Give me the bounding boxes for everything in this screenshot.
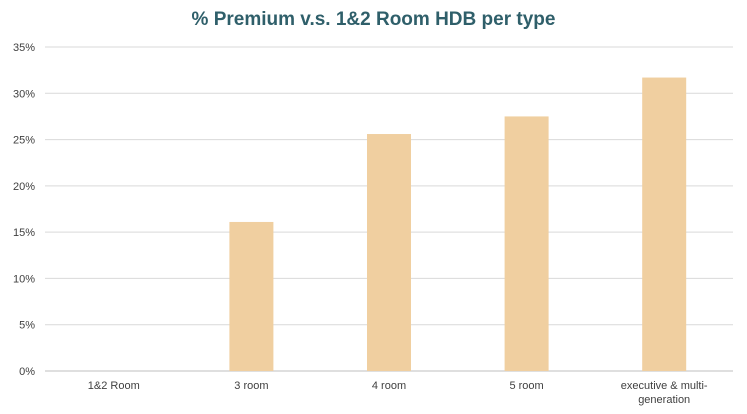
y-tick-label: 10% (13, 273, 35, 285)
bar (504, 116, 549, 371)
x-tick-label: 1&2 Room (88, 380, 140, 392)
x-axis-labels: 1&2 Room 3 room 4 room 5 room executive & mu… (88, 380, 708, 406)
x-tick-label: 4 room (372, 380, 406, 392)
x-tick-label: 3 room (234, 380, 268, 392)
bar (642, 77, 687, 371)
y-axis-ticks: 0% 5% 10% 15% 20% 25% 30% 35% (13, 42, 35, 378)
x-tick-label: 5 room (509, 380, 543, 392)
y-tick-label: 0% (19, 366, 35, 378)
bar (229, 221, 274, 371)
y-tick-label: 35% (13, 42, 35, 54)
y-tick-label: 20% (13, 181, 35, 193)
y-tick-label: 25% (13, 135, 35, 147)
y-tick-label: 15% (13, 227, 35, 239)
bar (367, 134, 411, 371)
y-tick-label: 30% (13, 88, 35, 100)
chart-title: % Premium v.s. 1&2 Room HDB per type (191, 9, 556, 30)
y-tick-label: 5% (19, 320, 35, 332)
bars (229, 77, 687, 371)
x-tick-label: executive & multi-generation (621, 380, 708, 406)
